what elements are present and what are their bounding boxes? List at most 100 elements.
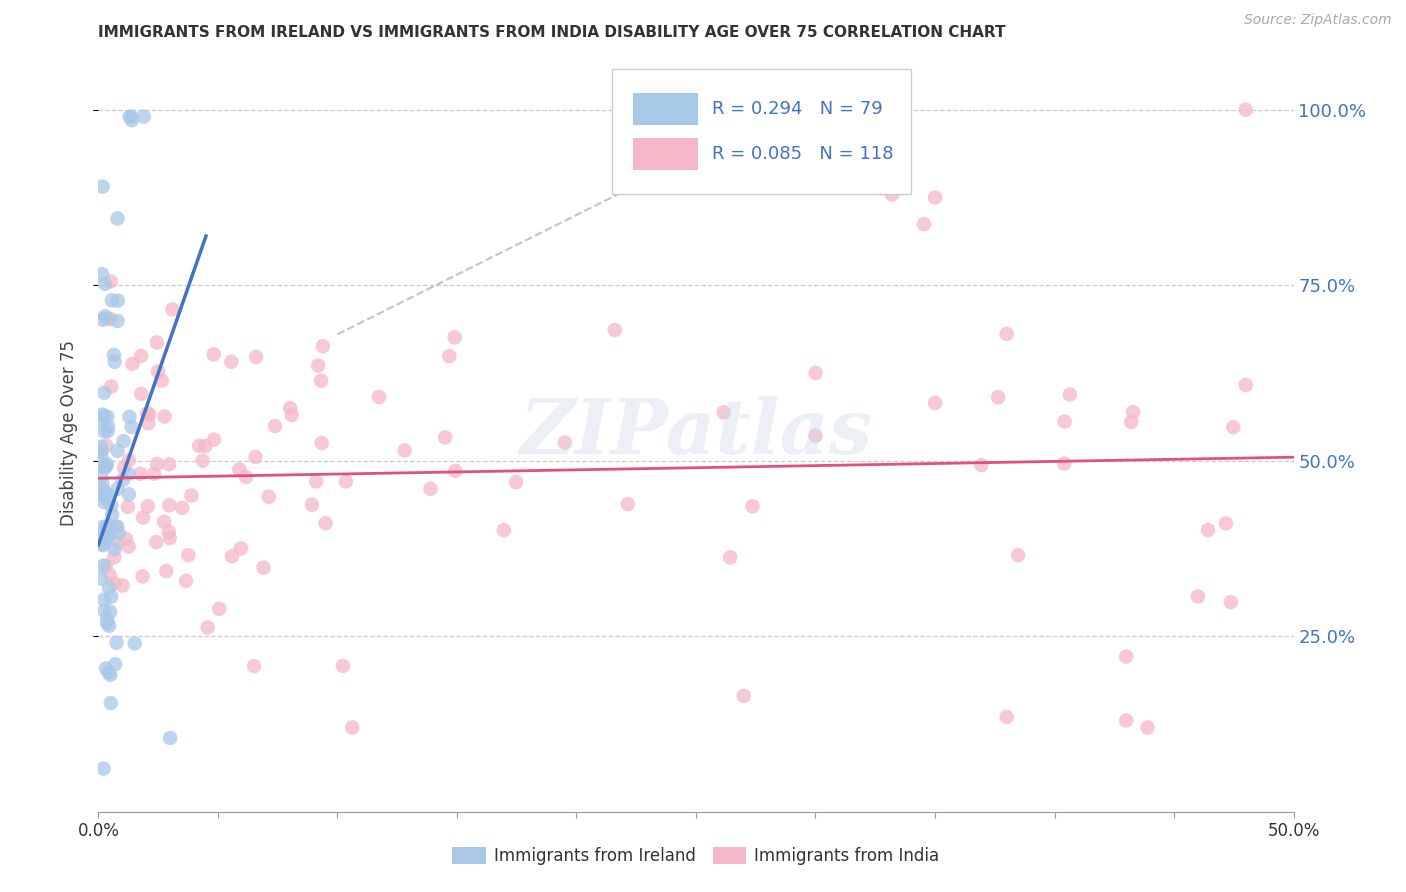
Point [93,558,115,573]
Point [93,459,115,474]
Point [1222,420,1244,434]
Point [129,386,152,401]
Point [307,359,329,373]
Point [111,473,134,487]
Point [145,535,167,549]
Point [104,541,127,556]
Point [617,497,640,511]
Point [100,312,122,326]
Point [97,518,120,533]
Point [191,454,214,468]
Point [315,516,337,531]
Point [301,498,323,512]
FancyBboxPatch shape [633,138,699,170]
Y-axis label: Disability Age Over 75: Disability Age Over 75 [59,340,77,525]
Point [104,355,127,369]
Point [96,520,118,534]
Point [1219,595,1241,609]
Point [995,710,1018,724]
Point [103,348,125,362]
Point [309,374,332,388]
Point [100,590,122,604]
Point [98,619,121,633]
Text: ZIPatlas: ZIPatlas [519,396,873,469]
Point [94,487,117,501]
Point [107,443,129,458]
Point [202,347,225,361]
Point [96,616,118,631]
Point [118,409,141,424]
Point [129,467,152,481]
FancyBboxPatch shape [633,93,699,125]
Point [104,657,127,672]
Point [1121,415,1143,429]
Point [1197,523,1219,537]
Point [94,558,117,573]
Point [103,550,125,565]
Point [90,267,112,281]
Point [987,390,1010,404]
Point [90,440,112,454]
Point [1007,548,1029,562]
Point [93,495,115,509]
Point [180,489,202,503]
Point [1234,103,1257,117]
Point [105,520,128,534]
Point [121,110,143,124]
Point [98,581,121,595]
Point [146,365,169,379]
Point [197,620,219,634]
Point [492,523,515,537]
Point [1053,415,1076,429]
Legend: Immigrants from Ireland, Immigrants from India: Immigrants from Ireland, Immigrants from… [446,840,946,871]
Point [91,408,114,422]
Point [311,436,333,450]
Point [93,483,115,498]
Point [202,433,225,447]
Point [121,357,143,371]
Point [188,439,211,453]
Point [733,689,755,703]
Point [229,541,252,556]
Point [108,526,131,541]
Point [136,499,159,513]
Point [121,113,143,128]
Point [434,430,457,444]
Point [90,414,112,428]
Point [121,420,143,434]
Point [145,335,167,350]
Point [312,339,335,353]
Point [90,572,112,586]
Point [243,659,266,673]
Point [90,444,112,458]
Point [1215,516,1237,531]
Point [91,520,114,534]
Point [924,396,946,410]
Point [118,110,141,124]
Point [804,366,827,380]
Point [94,661,117,675]
Point [91,312,114,326]
Point [107,293,129,308]
Point [98,527,121,541]
Point [107,211,129,226]
Point [96,492,118,507]
Point [93,425,115,439]
Point [94,310,117,324]
Point [419,482,441,496]
Point [107,314,129,328]
Point [174,574,197,588]
Point [172,500,194,515]
Point [93,592,115,607]
Point [443,330,465,344]
Point [603,323,626,337]
FancyBboxPatch shape [613,69,911,194]
Point [97,424,120,438]
Point [257,490,280,504]
Point [98,567,121,582]
Point [1059,387,1081,401]
Point [117,467,139,481]
Point [124,636,146,650]
Point [713,405,735,419]
Point [741,500,763,514]
